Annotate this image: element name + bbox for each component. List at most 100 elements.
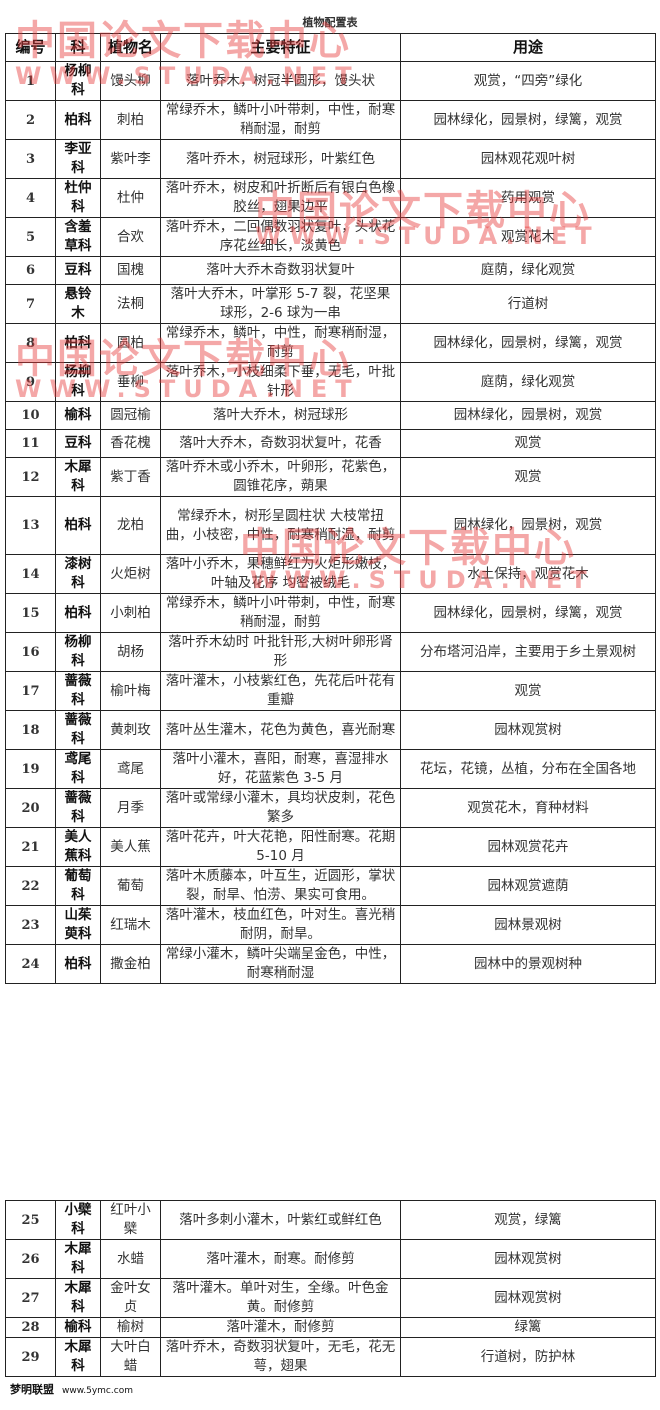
cell-features: 落叶灌木。单叶对生，全缘。叶色金黄。耐修剪 bbox=[160, 1278, 401, 1318]
cell-number: 7 bbox=[5, 284, 56, 324]
cell-plant-name: 法桐 bbox=[100, 284, 161, 324]
header-features: 主要特征 bbox=[160, 33, 401, 62]
cell-plant-name: 圆冠榆 bbox=[100, 401, 161, 430]
cell-use: 园林观赏花卉 bbox=[400, 827, 656, 867]
cell-use: 园林中的景观树种 bbox=[400, 944, 656, 984]
cell-features: 落叶乔木，树皮和叶折断后有银白色橡胶丝，翅果边平 bbox=[160, 178, 401, 218]
cell-family: 鸢尾科 bbox=[55, 749, 101, 789]
cell-number: 18 bbox=[5, 710, 56, 750]
cell-features: 落叶乔木幼时 叶批针形,大树叶卵形肾形 bbox=[160, 632, 401, 672]
cell-family: 悬铃木 bbox=[55, 284, 101, 324]
cell-features: 落叶乔木，小枝细柔下垂，无毛，叶批针形 bbox=[160, 362, 401, 402]
cell-family: 小檗科 bbox=[55, 1200, 101, 1240]
table-row: 3 李亚科 紫叶李 落叶乔木，树冠球形，叶紫红色 园林观花观叶树 bbox=[5, 139, 656, 179]
table-row: 2 柏科 刺柏 常绿乔木，鳞叶小叶带刺，中性，耐寒稍耐湿，耐剪 园林绿化，园景树，绿篱，… bbox=[5, 100, 656, 140]
table-row: 26 木犀科 水蜡 落叶灌木，耐寒。耐修剪 园林观赏树 bbox=[5, 1239, 656, 1279]
cell-plant-name: 紫叶李 bbox=[100, 139, 161, 179]
cell-number: 13 bbox=[5, 496, 56, 555]
cell-features: 落叶小乔木，果穗鲜红为火炬形嫩枝，叶轴及花序 均密被绒毛 bbox=[160, 554, 401, 594]
cell-family: 蔷薇科 bbox=[55, 788, 101, 828]
cell-use: 园林观花观叶树 bbox=[400, 139, 656, 179]
cell-plant-name: 杜仲 bbox=[100, 178, 161, 218]
cell-number: 1 bbox=[5, 61, 56, 101]
cell-features: 常绿乔木，树形呈圆柱状 大枝常扭曲，小枝密，中性，耐寒稍耐湿，耐剪 bbox=[160, 496, 401, 555]
cell-features: 落叶乔木或小乔木，叶卵形，花紫色，圆锥花序，蒴果 bbox=[160, 457, 401, 497]
cell-number: 11 bbox=[5, 429, 56, 458]
table-row: 28 榆科 榆树 落叶灌木，耐修剪 绿篱 bbox=[5, 1317, 656, 1338]
table-row: 11 豆科 香花槐 落叶大乔木，奇数羽状复叶，花香 观赏 bbox=[5, 429, 656, 458]
cell-features: 常绿乔木，鳞叶小叶带刺，中性，耐寒稍耐湿，耐剪 bbox=[160, 593, 401, 633]
cell-plant-name: 黄刺玫 bbox=[100, 710, 161, 750]
cell-plant-name: 圆柏 bbox=[100, 323, 161, 363]
cell-use: 分布塔河沿岸，主要用于乡土景观树 bbox=[400, 632, 656, 672]
cell-plant-name: 国槐 bbox=[100, 256, 161, 285]
header-use: 用途 bbox=[400, 33, 656, 62]
cell-features: 落叶灌木，耐修剪 bbox=[160, 1317, 401, 1338]
cell-plant-name: 龙柏 bbox=[100, 496, 161, 555]
cell-plant-name: 馒头柳 bbox=[100, 61, 161, 101]
logo-text: 梦明联盟 bbox=[10, 1383, 54, 1396]
cell-number: 8 bbox=[5, 323, 56, 363]
cell-use: 水土保持，观赏花木 bbox=[400, 554, 656, 594]
cell-number: 12 bbox=[5, 457, 56, 497]
cell-plant-name: 美人蕉 bbox=[100, 827, 161, 867]
cell-use: 药用观赏 bbox=[400, 178, 656, 218]
cell-plant-name: 小刺柏 bbox=[100, 593, 161, 633]
cell-plant-name: 刺柏 bbox=[100, 100, 161, 140]
table-row: 8 柏科 圆柏 常绿乔木，鳞叶，中性，耐寒稍耐湿，耐剪 园林绿化，园景树，绿篱，观赏 bbox=[5, 323, 656, 363]
cell-features: 落叶小灌木，喜阳，耐寒，喜湿排水好，花蓝紫色 3-5 月 bbox=[160, 749, 401, 789]
cell-family: 豆科 bbox=[55, 429, 101, 458]
cell-features: 落叶木质藤本，叶互生，近圆形，掌状裂，耐旱、怕涝、果实可食用。 bbox=[160, 866, 401, 906]
cell-use: 绿篱 bbox=[400, 1317, 656, 1338]
cell-number: 19 bbox=[5, 749, 56, 789]
cell-use: 花坛，花镜，丛植，分布在全国各地 bbox=[400, 749, 656, 789]
cell-use: 观赏花木，育种材料 bbox=[400, 788, 656, 828]
table-row: 9 杨柳科 垂柳 落叶乔木，小枝细柔下垂，无毛，叶批针形 庭荫，绿化观赏 bbox=[5, 362, 656, 402]
cell-features: 落叶或常绿小灌木，具均状皮刺，花色繁多 bbox=[160, 788, 401, 828]
cell-use: 庭荫，绿化观赏 bbox=[400, 362, 656, 402]
cell-family: 柏科 bbox=[55, 944, 101, 984]
cell-family: 杨柳科 bbox=[55, 61, 101, 101]
cell-number: 2 bbox=[5, 100, 56, 140]
cell-family: 蔷薇科 bbox=[55, 671, 101, 711]
header-name: 植物名 bbox=[100, 33, 161, 62]
cell-family: 葡萄科 bbox=[55, 866, 101, 906]
cell-family: 漆树科 bbox=[55, 554, 101, 594]
cell-plant-name: 胡杨 bbox=[100, 632, 161, 672]
cell-number: 21 bbox=[5, 827, 56, 867]
cell-features: 落叶大乔木奇数羽状复叶 bbox=[160, 256, 401, 285]
cell-family: 杜仲科 bbox=[55, 178, 101, 218]
cell-number: 16 bbox=[5, 632, 56, 672]
cell-family: 豆科 bbox=[55, 256, 101, 285]
cell-plant-name: 榆叶梅 bbox=[100, 671, 161, 711]
cell-plant-name: 垂柳 bbox=[100, 362, 161, 402]
cell-features: 落叶灌木，耐寒。耐修剪 bbox=[160, 1239, 401, 1279]
cell-use: 观赏，“四旁”绿化 bbox=[400, 61, 656, 101]
cell-family: 含羞草科 bbox=[55, 217, 101, 257]
cell-family: 柏科 bbox=[55, 100, 101, 140]
cell-family: 柏科 bbox=[55, 496, 101, 555]
cell-family: 榆科 bbox=[55, 401, 101, 430]
cell-plant-name: 榆树 bbox=[100, 1317, 161, 1338]
cell-family: 木犀科 bbox=[55, 1337, 101, 1377]
cell-number: 15 bbox=[5, 593, 56, 633]
cell-number: 9 bbox=[5, 362, 56, 402]
cell-features: 落叶大乔木，叶掌形 5-7 裂，花坚果球形，2-6 球为一串 bbox=[160, 284, 401, 324]
table-row: 18 蔷薇科 黄刺玫 落叶丛生灌木，花色为黄色，喜光耐寒 园林观赏树 bbox=[5, 710, 656, 750]
cell-number: 27 bbox=[5, 1278, 56, 1318]
cell-features: 落叶灌木，小枝紫红色，先花后叶花有重瓣 bbox=[160, 671, 401, 711]
logo-url: www.5ymc.com bbox=[62, 1386, 133, 1396]
cell-features: 落叶乔木，奇数羽状复叶，无毛，花无萼，翅果 bbox=[160, 1337, 401, 1377]
table-row: 13 柏科 龙柏 常绿乔木，树形呈圆柱状 大枝常扭曲，小枝密，中性，耐寒稍耐湿，耐剪园… bbox=[5, 496, 656, 555]
cell-features: 落叶乔木，二回偶数羽状复叶，头状花序花丝细长，淡黄色 bbox=[160, 217, 401, 257]
cell-plant-name: 火炬树 bbox=[100, 554, 161, 594]
cell-number: 25 bbox=[5, 1200, 56, 1240]
cell-family: 杨柳科 bbox=[55, 632, 101, 672]
plant-table-continued: 25 小檗科 红叶小檗 落叶多刺小灌木，叶紫红或鲜红色 观赏，绿篱 26 木犀科 水蜡 落叶灌木… bbox=[5, 1200, 656, 1377]
cell-family: 柏科 bbox=[55, 593, 101, 633]
cell-use: 观赏，绿篱 bbox=[400, 1200, 656, 1240]
cell-number: 20 bbox=[5, 788, 56, 828]
cell-family: 榆科 bbox=[55, 1317, 101, 1338]
cell-use: 园林绿化，园景树，绿篱，观赏 bbox=[400, 100, 656, 140]
cell-plant-name: 金叶女贞 bbox=[100, 1278, 161, 1318]
